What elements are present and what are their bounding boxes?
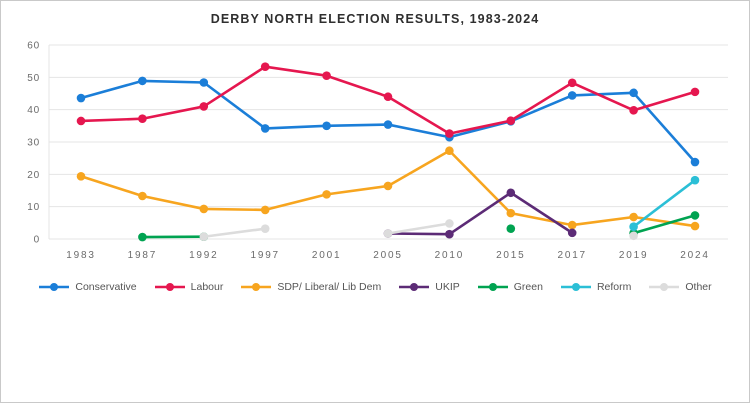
- x-axis-tick-1992: 1992: [189, 250, 218, 261]
- x-axis-tick-2024: 2024: [680, 250, 709, 261]
- data-point-sdp-liberal-lib-dem-1997: [260, 205, 270, 215]
- legend-marker-icon-other: [649, 283, 680, 291]
- data-point-other-2010: [445, 219, 454, 228]
- series-line-other: [386, 222, 451, 235]
- legend-item-sdp-liberal-lib-dem: SDP/ Liberal/ Lib Dem: [240, 281, 381, 293]
- data-point-green-2015: [506, 224, 516, 233]
- x-axis-tick-2010: 2010: [435, 250, 464, 261]
- data-point-sdp-liberal-lib-dem-1992: [199, 204, 209, 214]
- legend-item-conservative: Conservative: [38, 281, 137, 293]
- chart-title: DERBY NORTH ELECTION RESULTS, 1983-2024: [210, 12, 540, 26]
- legend-marker-icon-green: [477, 283, 508, 291]
- y-axis-tick-10: 10: [27, 202, 40, 213]
- data-point-sdp-liberal-lib-dem-2015: [506, 208, 516, 218]
- x-axis-tick-1997: 1997: [250, 250, 279, 261]
- data-point-sdp-liberal-lib-dem-2019: [629, 212, 638, 222]
- data-point-conservative-1997: [260, 124, 270, 133]
- legend-label-labour: Labour: [190, 281, 224, 293]
- data-point-sdp-liberal-lib-dem-2024: [690, 221, 700, 231]
- data-point-other-2019: [629, 231, 638, 241]
- data-point-labour-2019: [629, 106, 638, 115]
- y-axis-tick-30: 30: [27, 138, 40, 149]
- legend-label-reform: Reform: [596, 281, 632, 293]
- data-point-sdp-liberal-lib-dem-2010: [445, 146, 454, 156]
- legend-item-labour: Labour: [154, 281, 224, 293]
- data-point-conservative-1987: [138, 76, 147, 86]
- x-axis-tick-2015: 2015: [496, 250, 525, 261]
- x-axis-tick-1987: 1987: [128, 250, 157, 261]
- data-point-conservative-2005: [383, 120, 393, 129]
- legend-item-other: Other: [648, 281, 712, 293]
- x-axis-tick-2001: 2001: [312, 250, 341, 261]
- legend-marker-icon-sdp-liberal-lib-dem: [241, 283, 272, 291]
- legend-marker-icon-ukip: [399, 283, 430, 291]
- x-axis-tick-2017: 2017: [557, 250, 586, 261]
- legend-label-ukip: UKIP: [435, 281, 460, 293]
- data-point-sdp-liberal-lib-dem-1987: [138, 191, 147, 201]
- y-axis-tick-0: 0: [34, 235, 40, 246]
- data-point-labour-1992: [199, 102, 209, 111]
- data-point-ukip-2010: [445, 229, 454, 239]
- legend-label-other: Other: [685, 281, 712, 293]
- y-axis-tick-50: 50: [27, 73, 40, 84]
- chart-legend: Conservative Labour SDP/ Liberal/ Lib Dem U…: [1, 281, 749, 293]
- data-point-reform-2019: [629, 222, 638, 232]
- x-axis-tick-2005: 2005: [373, 250, 402, 261]
- data-point-conservative-2001: [322, 121, 331, 131]
- y-axis-tick-40: 40: [27, 105, 40, 116]
- data-point-labour-2005: [383, 92, 393, 102]
- series-line-other: [202, 227, 267, 239]
- legend-label-conservative: Conservative: [75, 281, 137, 293]
- data-point-sdp-liberal-lib-dem-2017: [567, 220, 577, 230]
- legend-label-green: Green: [513, 281, 543, 293]
- data-point-other-2005: [383, 229, 393, 238]
- data-point-labour-2017: [567, 78, 577, 88]
- election-line-chart: 0 10 20 30 40 50 60 1983 1987 1992 1997 2001 2005 201…: [27, 41, 728, 261]
- series-line-reform: [632, 178, 697, 229]
- series-line-green: [632, 214, 697, 235]
- data-point-conservative-1992: [199, 78, 209, 87]
- data-point-green-1987: [138, 232, 147, 242]
- data-point-conservative-2017: [567, 91, 577, 100]
- legend-item-reform: Reform: [560, 281, 631, 293]
- legend-marker-icon-conservative: [39, 283, 70, 291]
- data-point-conservative-2024: [690, 157, 700, 167]
- data-point-labour-2010: [445, 129, 454, 138]
- legend-marker-icon-labour: [154, 283, 185, 291]
- legend-marker-icon-reform: [560, 283, 591, 291]
- data-point-labour-1983: [76, 116, 86, 126]
- data-point-other-1997: [260, 224, 270, 233]
- x-axis-tick-1983: 1983: [66, 250, 95, 261]
- data-point-reform-2024: [690, 175, 700, 185]
- data-point-conservative-1983: [76, 93, 86, 103]
- legend-label-sdp-liberal-lib-dem: SDP/ Liberal/ Lib Dem: [277, 281, 382, 293]
- data-point-labour-2015: [506, 116, 516, 125]
- data-point-ukip-2015: [506, 188, 516, 198]
- data-point-conservative-2019: [629, 88, 638, 98]
- data-point-labour-2001: [322, 71, 331, 81]
- data-point-labour-2024: [690, 87, 700, 97]
- data-point-sdp-liberal-lib-dem-1983: [76, 171, 86, 181]
- data-point-labour-1997: [260, 62, 270, 71]
- data-point-green-2024: [690, 211, 700, 220]
- data-point-ukip-2017: [567, 228, 577, 238]
- legend-item-green: Green: [477, 281, 543, 293]
- data-point-sdp-liberal-lib-dem-2001: [322, 190, 331, 199]
- y-axis-tick-20: 20: [27, 170, 40, 181]
- data-point-other-1992: [199, 232, 209, 242]
- series-line-ukip: [386, 191, 574, 236]
- x-axis-tick-2019: 2019: [619, 250, 648, 261]
- legend-item-ukip: UKIP: [398, 281, 460, 293]
- data-point-sdp-liberal-lib-dem-2005: [383, 181, 393, 191]
- y-axis-tick-60: 60: [27, 41, 40, 52]
- data-point-labour-1987: [138, 114, 147, 124]
